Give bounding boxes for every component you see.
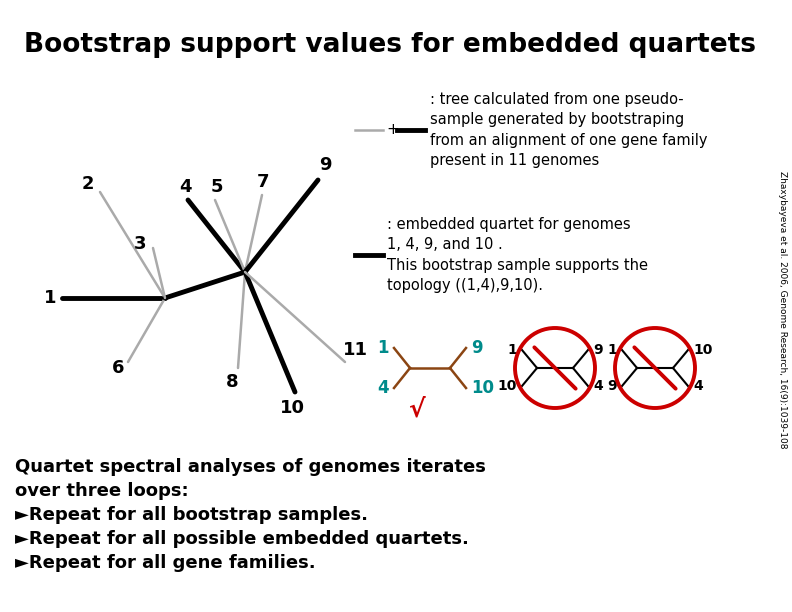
Text: : embedded quartet for genomes
1, 4, 9, and 10 .
This bootstrap sample supports : : embedded quartet for genomes 1, 4, 9, …: [387, 217, 648, 293]
Text: 10: 10: [693, 343, 712, 357]
Text: 9: 9: [607, 379, 617, 393]
Text: over three loops:: over three loops:: [15, 482, 188, 500]
Text: 8: 8: [226, 373, 238, 391]
Text: ►Repeat for all possible embedded quartets.: ►Repeat for all possible embedded quarte…: [15, 530, 469, 548]
Text: 1: 1: [507, 343, 517, 357]
Text: 9: 9: [593, 343, 603, 357]
Text: 4: 4: [377, 379, 389, 397]
Text: +: +: [386, 122, 398, 138]
Text: 2: 2: [82, 175, 94, 193]
Text: 4: 4: [593, 379, 603, 393]
Text: 10: 10: [497, 379, 517, 393]
Text: 9: 9: [318, 156, 331, 174]
Text: 9: 9: [471, 339, 482, 357]
Text: √: √: [408, 398, 425, 422]
Text: 11: 11: [342, 341, 367, 359]
Text: : tree calculated from one pseudo-
sample generated by bootstraping
from an alig: : tree calculated from one pseudo- sampl…: [430, 92, 707, 168]
Text: 7: 7: [257, 173, 269, 191]
Text: Quartet spectral analyses of genomes iterates: Quartet spectral analyses of genomes ite…: [15, 458, 485, 476]
Text: 5: 5: [211, 178, 223, 196]
Text: Bootstrap support values for embedded quartets: Bootstrap support values for embedded qu…: [24, 32, 756, 58]
Text: 6: 6: [112, 359, 124, 377]
Text: Zhaxybayeva et al. 2006, Genome Research, 16(9):1039-108: Zhaxybayeva et al. 2006, Genome Research…: [778, 171, 786, 449]
Text: 3: 3: [134, 235, 147, 253]
Text: 1: 1: [378, 339, 389, 357]
Text: 1: 1: [607, 343, 617, 357]
Text: ►Repeat for all bootstrap samples.: ►Repeat for all bootstrap samples.: [15, 506, 368, 524]
Text: 10: 10: [471, 379, 494, 397]
Text: 4: 4: [179, 178, 191, 196]
Text: ►Repeat for all gene families.: ►Repeat for all gene families.: [15, 554, 316, 572]
Text: 1: 1: [44, 289, 56, 307]
Text: 4: 4: [693, 379, 703, 393]
Text: 10: 10: [280, 399, 304, 417]
